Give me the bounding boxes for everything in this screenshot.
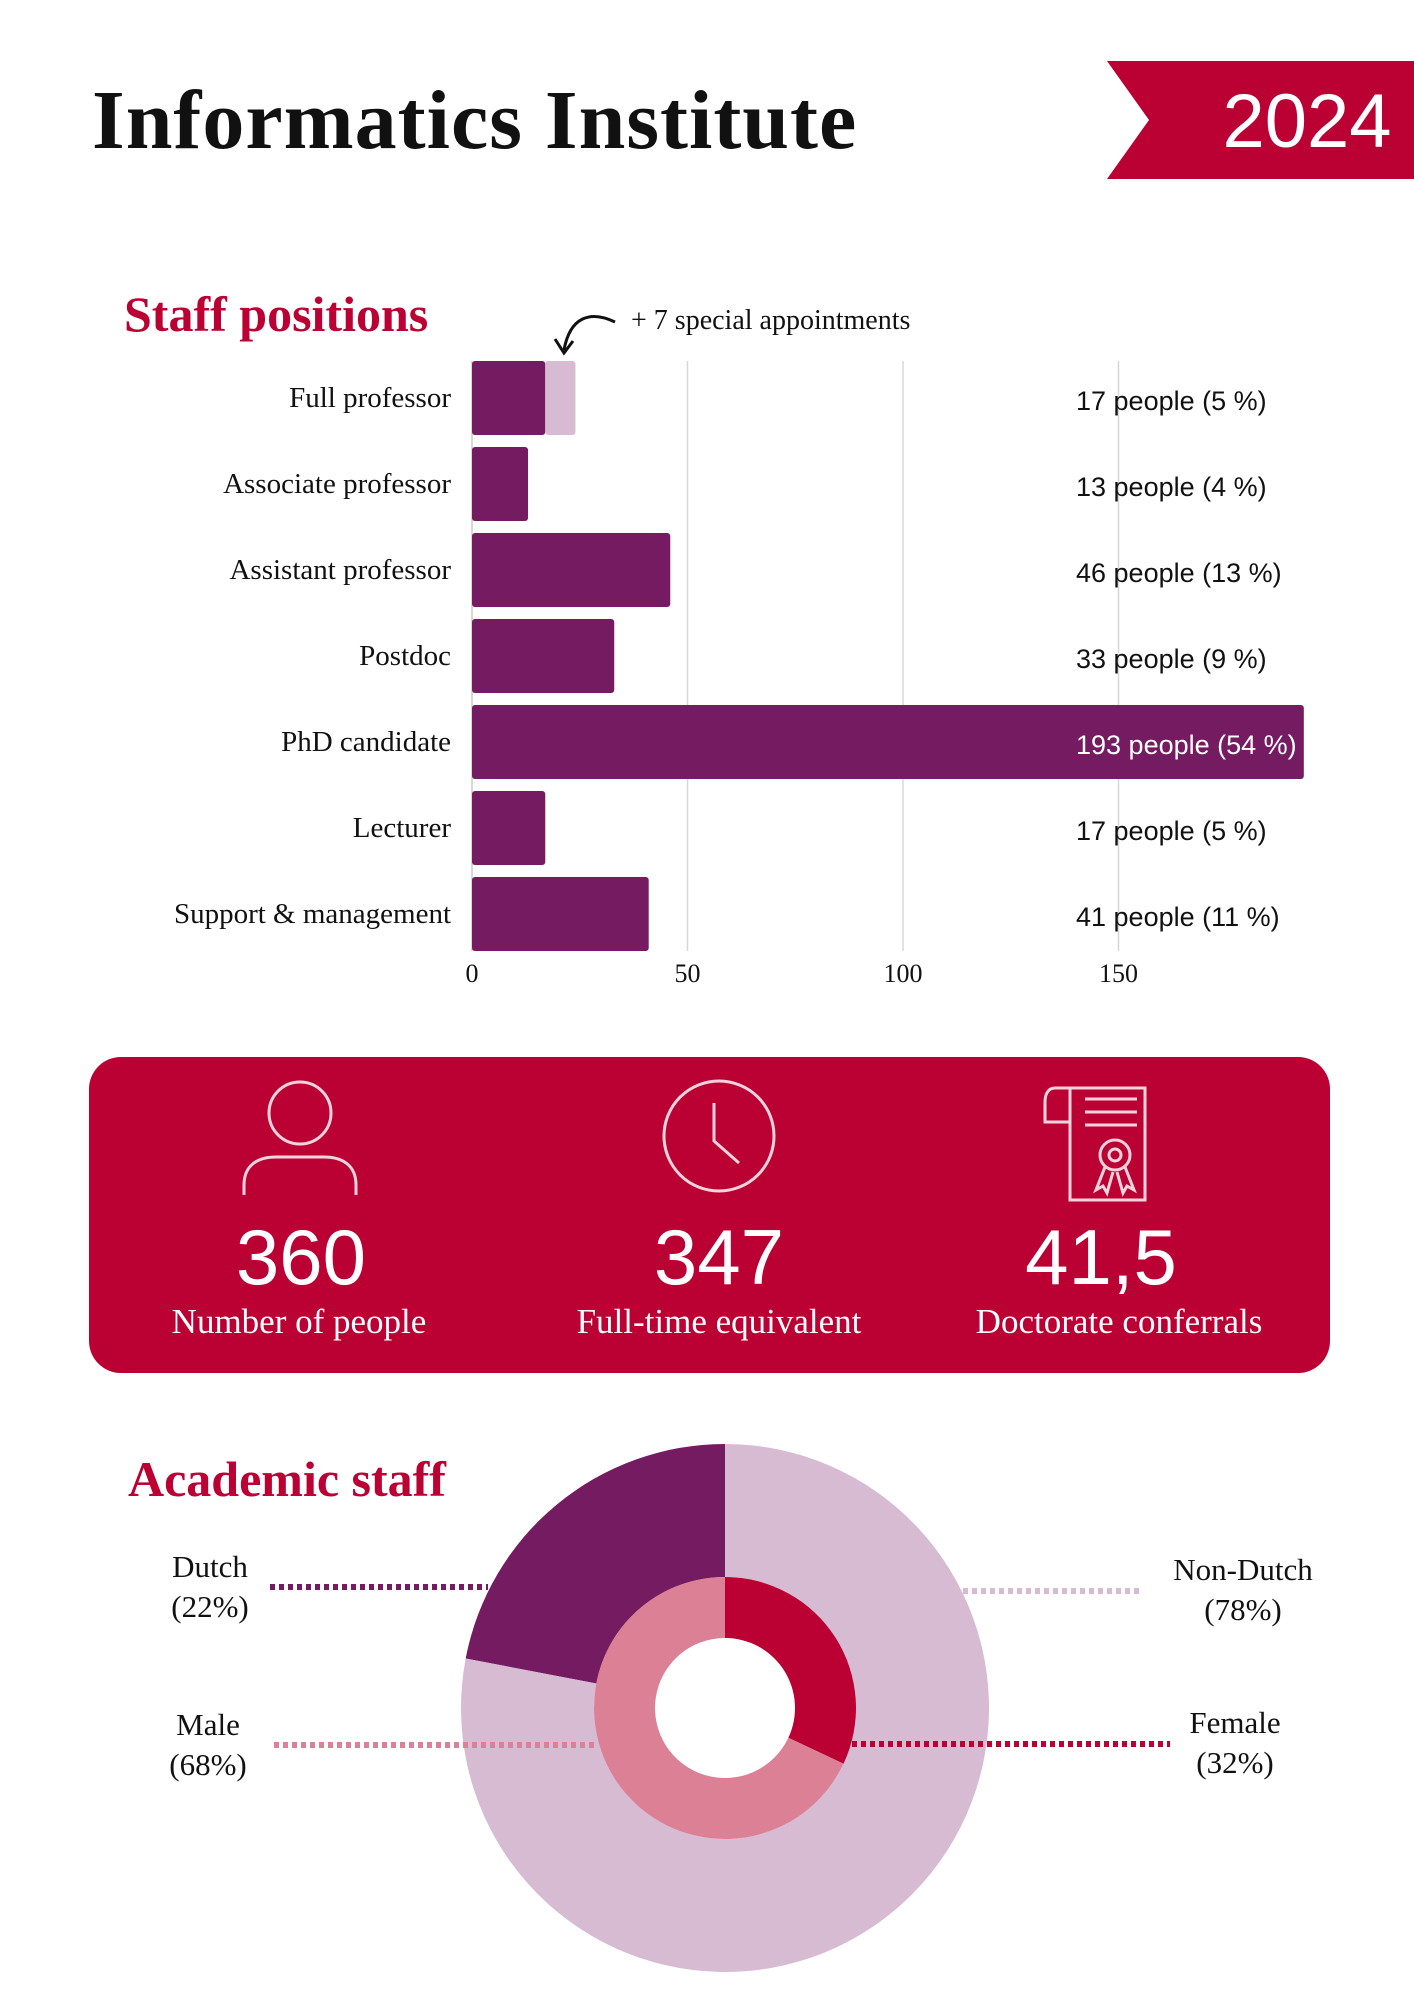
bar-assistant-professor	[472, 533, 671, 607]
value-label: 17 people (5 %)	[1076, 816, 1267, 846]
doctorate-count-label: Doctorate conferrals	[975, 1302, 1263, 1341]
certificate-icon	[1043, 1086, 1147, 1202]
category-label: PhD candidate	[281, 726, 451, 758]
fte-count-label: Full-time equivalent	[576, 1302, 862, 1341]
bar-phd-candidate	[472, 705, 1304, 779]
slice-dutch	[465, 1444, 725, 1684]
category-label: Associate professor	[223, 468, 451, 500]
category-label: Full professor	[289, 382, 451, 414]
category-label: Assistant professor	[229, 554, 451, 586]
slice-non-dutch	[461, 1444, 990, 1972]
bar-postdoc	[472, 619, 615, 693]
category-label: Postdoc	[359, 640, 451, 672]
academic-staff-heading: Academic staff	[128, 1451, 446, 1507]
people-count-label: Number of people	[171, 1302, 427, 1341]
legend-dutch: Dutch (22%)	[171, 1549, 249, 1624]
year-ribbon	[1107, 61, 1414, 179]
legend-non-dutch: Non-Dutch (78%)	[1173, 1552, 1313, 1627]
value-label: 41 people (11 %)	[1076, 902, 1280, 932]
x-tick-label: 50	[675, 959, 701, 988]
staff-positions-heading: Staff positions	[124, 286, 429, 342]
slice-female	[725, 1577, 857, 1764]
category-label: Lecturer	[353, 812, 452, 844]
bar-support-management	[472, 877, 649, 951]
fte-count: 347	[653, 1213, 785, 1301]
value-label: 17 people (5 %)	[1076, 386, 1267, 416]
people-count: 360	[235, 1213, 367, 1301]
legend-male: Male (68%)	[169, 1707, 247, 1782]
value-label: 46 people (13 %)	[1076, 558, 1282, 588]
year-label: 2024	[1222, 79, 1392, 164]
category-label: Support & management	[174, 898, 451, 930]
bar-extra-special-appointments	[545, 361, 576, 435]
x-tick-label: 100	[884, 959, 923, 988]
page-title: Informatics Institute	[92, 74, 858, 167]
stats-panel: 360 Number of people 347 Full-time equiv…	[89, 1057, 1330, 1373]
bar-associate-professor	[472, 447, 529, 521]
doctorate-count: 41,5	[1025, 1213, 1177, 1301]
bar-full-professor	[472, 361, 546, 435]
value-label: 33 people (9 %)	[1076, 644, 1267, 674]
x-tick-label: 0	[466, 959, 479, 988]
person-icon	[242, 1080, 358, 1195]
staff-bar-chart: 0 50 100 150 Full professor 17 people (5 %) As…	[174, 361, 1304, 988]
slice-male	[594, 1577, 844, 1839]
x-tick-label: 150	[1099, 959, 1138, 988]
value-label: 13 people (4 %)	[1076, 472, 1267, 502]
curved-arrow-icon	[553, 315, 616, 356]
clock-icon	[662, 1079, 776, 1193]
academic-staff-donut	[270, 1444, 1170, 1972]
legend-female: Female (32%)	[1189, 1705, 1281, 1780]
value-label: 193 people (54 %)	[1076, 730, 1297, 760]
special-appointments-note: + 7 special appointments	[631, 305, 911, 336]
bar-lecturer	[472, 791, 546, 865]
